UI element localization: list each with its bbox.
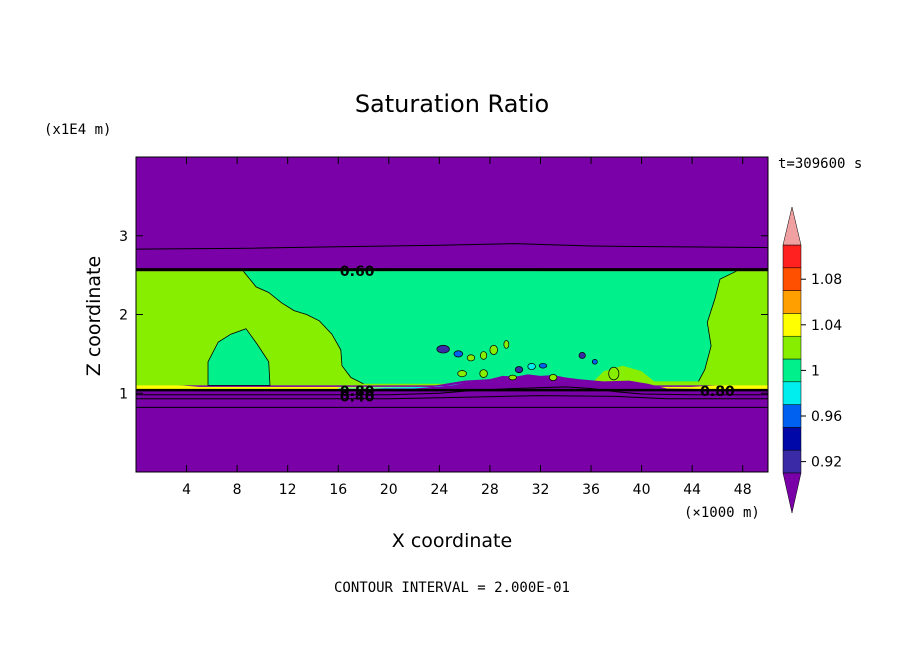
x-tick-label: 32 (532, 482, 550, 498)
x-tick-label: 48 (734, 482, 752, 498)
speckle-cell (538, 362, 548, 369)
cloud-base-sliver (338, 383, 465, 389)
speckle-cell (489, 344, 498, 355)
colorbar-tick-label: 1 (811, 363, 820, 379)
colorbar-over-arrow (782, 206, 802, 246)
colorbar-swatch (782, 267, 802, 291)
speckle-cell (453, 350, 464, 358)
x-unit-label: (×1000 m) (684, 505, 760, 521)
colorbar-tick-label: 1.08 (811, 272, 842, 288)
speckle-cell (527, 363, 536, 370)
cloud-region-pocket (208, 328, 270, 386)
colorbar-tick-label: 0.92 (811, 455, 842, 471)
y-axis-label: Z coordinate (83, 256, 105, 376)
contour-line-upper (135, 243, 769, 250)
x-tick-label: 40 (633, 482, 651, 498)
speckle-cell (514, 366, 524, 374)
speckle-cell (480, 351, 488, 360)
contour-label: 0.80 (700, 384, 735, 400)
speckle-cell (548, 374, 558, 381)
speckle-cell (578, 352, 586, 359)
x-tick-label: 20 (380, 482, 398, 498)
colorbar: 0.92 0.96 1 1.04 1.08 (782, 206, 842, 514)
colorbar-swatch (782, 381, 802, 405)
cloud-region-top (388, 271, 541, 299)
speckle-cell (503, 340, 510, 349)
contour-line-low-1 (136, 386, 768, 396)
cloud-region-main (243, 271, 737, 384)
x-axis-label: X coordinate (392, 530, 512, 552)
x-tick-label: 16 (329, 482, 347, 498)
speckle-cell (608, 366, 620, 381)
colorbar-swatch (782, 290, 802, 314)
speckle-cell (436, 344, 450, 354)
speckle-cell (466, 354, 476, 362)
colorbar-swatch (782, 404, 802, 428)
colorbar-swatch (782, 313, 802, 337)
y-axis-ticks: 1 2 3 (119, 229, 768, 402)
x-tick-label: 8 (233, 482, 242, 498)
x-tick-label: 28 (481, 482, 499, 498)
colorbar-swatch (782, 244, 802, 269)
x-tick-label: 24 (430, 482, 448, 498)
contour-interval-label: CONTOUR INTERVAL = 2.000E-01 (334, 580, 570, 596)
x-axis-ticks: 4 8 12 16 20 24 28 32 36 40 44 48 (182, 157, 752, 498)
y-tick-label: 3 (119, 229, 128, 245)
colorbar-swatch (782, 358, 802, 383)
speckle-cell (479, 369, 488, 378)
y-tick-label: 1 (119, 386, 128, 402)
time-label: t=309600 s (778, 156, 862, 172)
colorbar-tick-label: 0.96 (811, 409, 842, 425)
speckle-cell (591, 359, 598, 365)
contour-label: 0.40 (340, 389, 375, 405)
colorbar-swatch (782, 335, 802, 360)
colorbar-swatch (782, 427, 802, 451)
speckle-cell (457, 370, 467, 378)
colorbar-swatch (782, 449, 802, 474)
contour-labels: 0.600.800.40 0.80 (340, 264, 735, 405)
contour-label: 0.80 (340, 384, 375, 400)
contour-line-left-edge (243, 270, 364, 385)
chart-title: Saturation Ratio (355, 90, 549, 118)
contour-line-right-edge (698, 270, 737, 382)
x-tick-label: 12 (279, 482, 297, 498)
plot-area (135, 156, 769, 473)
x-tick-label: 4 (182, 482, 191, 498)
colorbar-under-arrow (782, 472, 802, 514)
y-tick-label: 2 (119, 308, 128, 324)
y-unit-label: (x1E4 m) (44, 122, 111, 138)
x-tick-label: 44 (683, 482, 701, 498)
colorbar-tick-label: 1.04 (811, 318, 842, 334)
contour-label: 0.60 (340, 264, 375, 280)
x-tick-label: 36 (582, 482, 600, 498)
contour-line-low-2 (136, 395, 768, 400)
speckle-cell (508, 374, 517, 381)
contour-line-pocket (207, 328, 271, 386)
